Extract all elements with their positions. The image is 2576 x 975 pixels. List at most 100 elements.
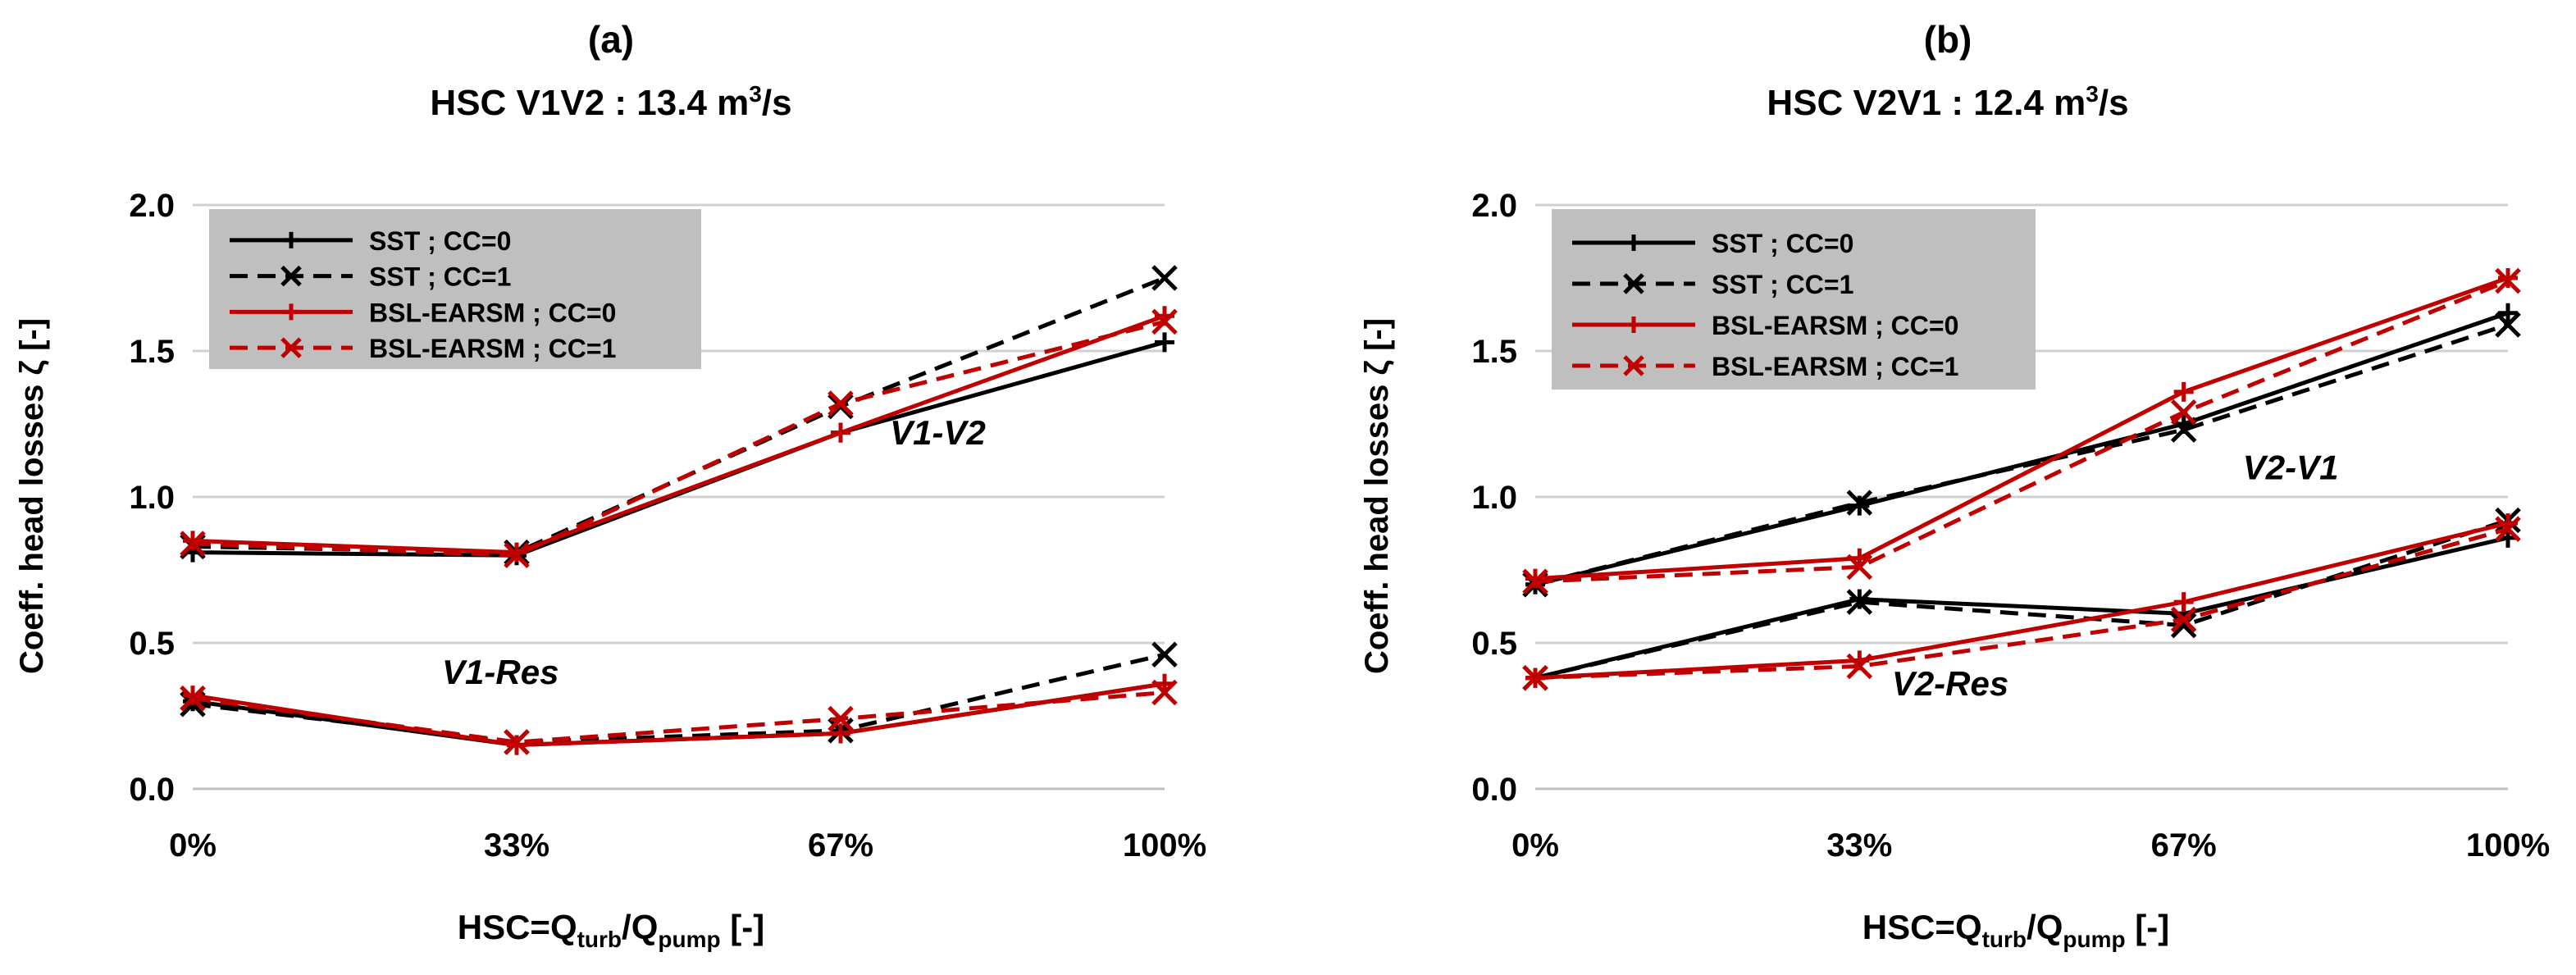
series-line: [192, 690, 1165, 745]
marker-x-icon: [2495, 516, 2521, 542]
marker-x-icon: [180, 531, 206, 557]
marker-plus-icon: [2498, 303, 2518, 323]
marker-plus-icon: [1525, 568, 1545, 589]
marker-plus-icon: [1849, 495, 1870, 516]
y-tick-label: 0.5: [129, 626, 175, 662]
y-axis-label: Coeff. head losses ζ [-]: [14, 318, 50, 674]
marker-x-icon: [180, 685, 206, 712]
marker-x-icon: [2170, 612, 2197, 639]
x-axis-label: HSC=Qturb/Qpump [-]: [458, 908, 765, 952]
chart-title: HSC V1V2 : 13.4 m3/s: [430, 81, 791, 123]
marker-x-icon: [504, 729, 530, 755]
y-tick-label: 0.5: [1471, 626, 1517, 662]
marker-plus-icon: [507, 735, 527, 755]
marker-x-icon: [504, 542, 530, 568]
marker-x-icon: [280, 337, 302, 358]
y-tick-label: 1.5: [129, 334, 175, 370]
y-ticks: 0.0 0.5 1.0 1.5 2.0: [129, 188, 175, 808]
marker-x-icon: [1151, 641, 1178, 668]
legend-label: SST ; CC=1: [369, 262, 511, 292]
series-group: [180, 265, 1178, 755]
marker-x-icon: [1846, 653, 1873, 680]
series-line: [192, 652, 1165, 745]
marker-plus-icon: [183, 686, 203, 706]
x-ticks: 0% 33% 67% 100%: [169, 827, 1206, 863]
marker-plus-icon: [2173, 592, 2194, 613]
x-axis-label: HSC=Qturb/Qpump [-]: [1862, 908, 2170, 952]
marker-plus-icon: [831, 422, 850, 443]
legend: SST ; CC=0 SST ; CC=1 BSL-EARSM ; CC=0 BSL-…: [209, 209, 701, 369]
x-tick-label: 0%: [169, 827, 217, 863]
legend-label: BSL-EARSM ; CC=0: [369, 298, 616, 327]
marker-plus-icon: [1625, 317, 1642, 333]
x-ticks: 0% 33% 67% 100%: [1511, 827, 2550, 863]
x-tick-label: 67%: [2151, 827, 2217, 863]
series-line: [1534, 322, 2509, 587]
series-line: [192, 276, 1165, 555]
marker-x-icon: [1623, 273, 1644, 294]
x-tick-label: 33%: [484, 827, 549, 863]
marker-plus-icon: [2498, 268, 2518, 288]
chart-title: HSC V2V1 : 12.4 m3/s: [1767, 81, 2128, 123]
series-annotation: V2-V1: [2243, 449, 2339, 487]
series-line: [1534, 521, 2509, 681]
marker-plus-icon: [183, 531, 203, 551]
marker-plus-icon: [283, 303, 299, 321]
series-annotation: V2-Res: [1892, 664, 2008, 703]
series-line: [192, 313, 1165, 555]
x-tick-label: 0%: [1511, 827, 1559, 863]
marker-x-icon: [2170, 399, 2197, 426]
series-line: [1534, 518, 2509, 681]
marker-x-icon: [2495, 312, 2521, 338]
y-tick-label: 0.0: [129, 772, 175, 808]
marker-plus-icon: [831, 723, 850, 744]
marker-x-icon: [2170, 606, 2197, 633]
x-tick-label: 33%: [1826, 827, 1892, 863]
annotations: V1-V2 V1-Res: [442, 413, 986, 691]
legend-label: BSL-EARSM ; CC=1: [369, 334, 616, 363]
series-line: [192, 339, 1165, 558]
series-annotation: V1-V2: [890, 413, 986, 452]
marker-x-icon: [1522, 568, 1548, 595]
marker-x-icon: [2495, 267, 2521, 294]
legend-label: BSL-EARSM ; CC=1: [1712, 352, 1958, 381]
marker-x-icon: [828, 393, 854, 420]
series-line: [1534, 279, 2509, 584]
chart-panel-a: (a) HSC V1V2 : 13.4 m3/s Coeff. head los…: [14, 18, 1206, 952]
marker-x-icon: [1846, 554, 1873, 581]
marker-plus-icon: [2173, 381, 2194, 402]
marker-plus-icon: [283, 231, 299, 248]
y-tick-label: 2.0: [1471, 188, 1517, 224]
panel-label: (b): [1924, 18, 1972, 61]
marker-x-icon: [828, 705, 854, 732]
x-tick-label: 100%: [2466, 827, 2550, 863]
marker-x-icon: [828, 390, 854, 417]
marker-x-icon: [1151, 308, 1178, 335]
legend: SST ; CC=0 SST ; CC=1 BSL-EARSM ; CC=0 BSL-…: [1552, 209, 2036, 390]
panel-label: (a): [588, 18, 634, 61]
series-group: [1522, 267, 2521, 691]
series-line: [1534, 526, 2509, 681]
marker-plus-icon: [507, 542, 527, 563]
legend-label: BSL-EARSM ; CC=0: [1712, 311, 1958, 340]
y-tick-label: 1.5: [1471, 334, 1517, 370]
marker-plus-icon: [1155, 332, 1174, 353]
chart-panel-b: (b) HSC V2V1 : 12.4 m3/s Coeff. head los…: [1359, 18, 2550, 952]
marker-plus-icon: [1625, 235, 1642, 251]
x-tick-label: 100%: [1123, 827, 1206, 863]
marker-x-icon: [1151, 265, 1178, 291]
marker-x-icon: [1846, 490, 1873, 516]
legend-label: SST ; CC=1: [1712, 270, 1853, 299]
annotations: V2-V1 V2-Res: [1892, 449, 2339, 703]
series-annotation: V1-Res: [442, 653, 559, 691]
legend-label: SST ; CC=0: [1712, 229, 1853, 258]
x-tick-label: 67%: [808, 827, 873, 863]
marker-x-icon: [280, 265, 302, 287]
y-tick-label: 1.0: [1471, 480, 1517, 516]
marker-x-icon: [1623, 355, 1644, 376]
y-ticks: 0.0 0.5 1.0 1.5 2.0: [1471, 188, 1517, 808]
y-tick-label: 0.0: [1471, 772, 1517, 808]
y-tick-label: 1.0: [129, 480, 175, 516]
marker-x-icon: [1846, 589, 1873, 615]
